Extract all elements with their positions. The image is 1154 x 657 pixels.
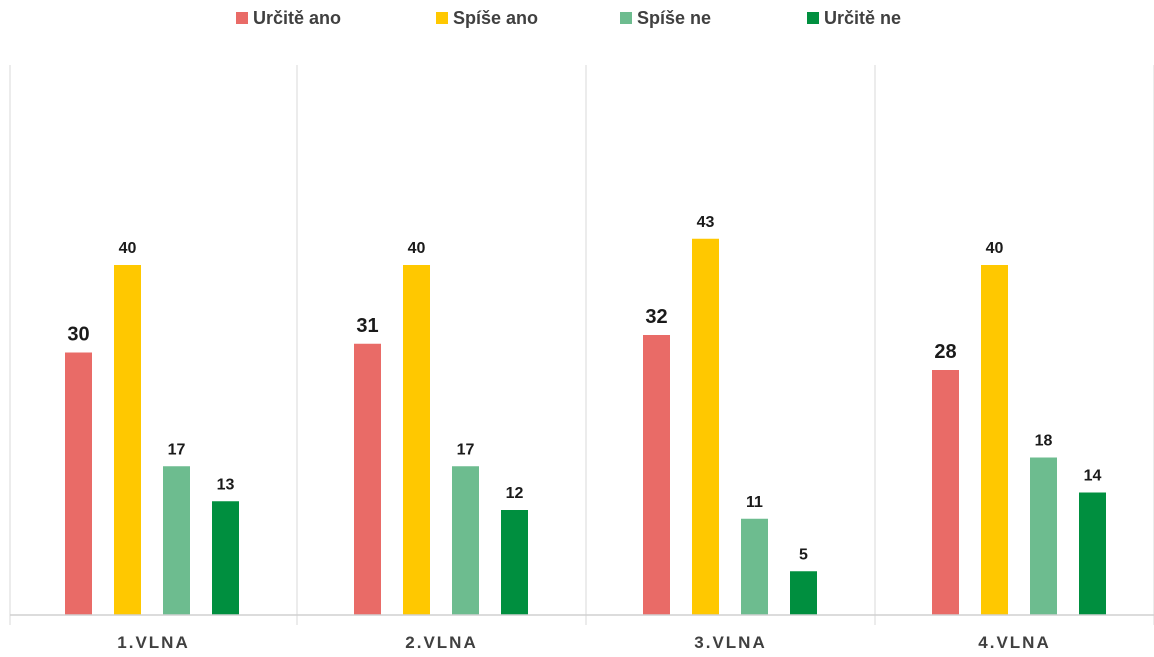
bar-urcite-ne-4-vlna xyxy=(1079,492,1106,615)
legend-label-urcite-ano: Určitě ano xyxy=(253,8,341,28)
legend-swatch-urcite-ne xyxy=(807,12,819,24)
category-dividers xyxy=(9,65,1154,625)
bar-urcite-ano-4-vlna xyxy=(932,370,959,615)
data-label-urcite-ano-3-vlna: 32 xyxy=(645,306,667,328)
legend-label-spise-ne: Spíše ne xyxy=(637,8,711,28)
category-label-1-vlna: 1.VLNA xyxy=(117,633,189,652)
data-label-spise-ne-2-vlna: 17 xyxy=(457,441,475,458)
bar-urcite-ne-1-vlna xyxy=(212,501,239,615)
data-label-urcite-ano-2-vlna: 31 xyxy=(356,315,378,337)
data-label-spise-ano-2-vlna: 40 xyxy=(408,240,426,257)
data-label-spise-ne-1-vlna: 17 xyxy=(168,441,186,458)
legend-swatch-urcite-ano xyxy=(236,12,248,24)
bars xyxy=(65,238,1106,615)
legend-label-spise-ano: Spíše ano xyxy=(453,8,538,28)
bar-spise-ano-2-vlna xyxy=(403,265,430,615)
legend-label-urcite-ne: Určitě ne xyxy=(824,8,901,28)
data-label-urcite-ne-2-vlna: 12 xyxy=(506,485,524,502)
data-label-spise-ne-4-vlna: 18 xyxy=(1035,433,1053,450)
bar-urcite-ne-2-vlna xyxy=(501,510,528,615)
data-label-urcite-ne-4-vlna: 14 xyxy=(1084,468,1102,485)
bar-spise-ano-3-vlna xyxy=(692,238,719,615)
data-label-spise-ano-4-vlna: 40 xyxy=(986,240,1004,257)
category-labels: 1.VLNA 2.VLNA 3.VLNA 4.VLNA xyxy=(117,633,1050,652)
data-label-spise-ano-3-vlna: 43 xyxy=(697,214,715,231)
category-label-2-vlna: 2.VLNA xyxy=(405,633,477,652)
bar-urcite-ano-2-vlna xyxy=(354,343,381,615)
bar-urcite-ano-3-vlna xyxy=(643,335,670,615)
bar-spise-ne-4-vlna xyxy=(1030,457,1057,615)
legend-swatch-spise-ne xyxy=(620,12,632,24)
bar-spise-ne-1-vlna xyxy=(163,466,190,615)
data-label-urcite-ne-3-vlna: 5 xyxy=(799,546,808,563)
data-label-spise-ne-3-vlna: 11 xyxy=(746,494,763,511)
data-label-urcite-ano-1-vlna: 30 xyxy=(67,324,89,346)
data-label-spise-ano-1-vlna: 40 xyxy=(119,240,137,257)
legend: Určitě ano Spíše ano Spíše ne Určitě ne xyxy=(236,8,901,28)
bar-urcite-ano-1-vlna xyxy=(65,352,92,615)
data-label-urcite-ano-4-vlna: 28 xyxy=(934,341,956,363)
bar-spise-ano-4-vlna xyxy=(981,265,1008,615)
bar-spise-ne-2-vlna xyxy=(452,466,479,615)
bar-spise-ano-1-vlna xyxy=(114,265,141,615)
category-label-3-vlna: 3.VLNA xyxy=(694,633,766,652)
data-labels: 30 40 17 13 31 40 17 12 32 43 11 5 28 40 18 14 xyxy=(67,214,1101,564)
bar-urcite-ne-3-vlna xyxy=(790,571,817,615)
legend-swatch-spise-ano xyxy=(436,12,448,24)
data-label-urcite-ne-1-vlna: 13 xyxy=(217,476,235,493)
bar-spise-ne-3-vlna xyxy=(741,518,768,615)
category-label-4-vlna: 4.VLNA xyxy=(978,633,1050,652)
